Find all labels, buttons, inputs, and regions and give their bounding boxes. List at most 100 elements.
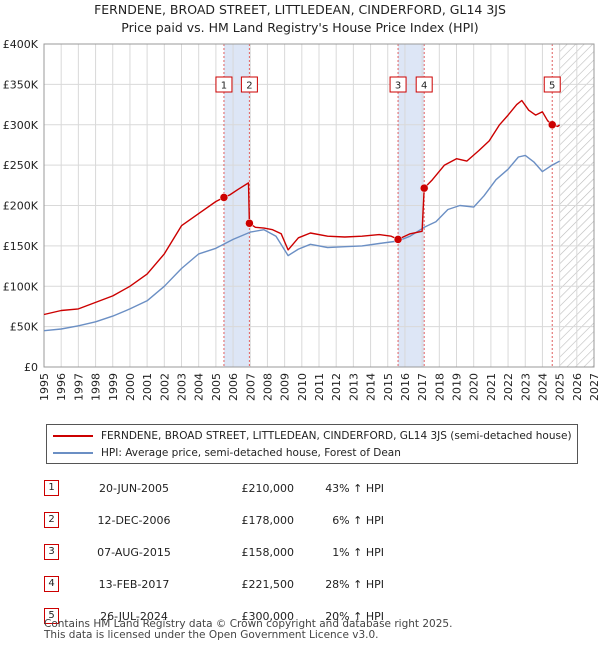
x-tick-label: 2019 [451,373,464,401]
y-tick-label: £100K [3,280,39,293]
sale-date: 12-DEC-2006 [97,513,171,527]
sale-date: 20-JUN-2005 [98,481,170,495]
sale-number-badge: 4 [44,576,59,592]
x-tick-label: 2006 [227,373,240,401]
sale-label-box [415,76,433,93]
x-tick-label: 2026 [571,373,584,401]
sale-label-box [240,76,258,93]
x-tick-label: 2009 [279,373,292,401]
sale-number-badge: 5 [44,608,59,624]
y-tick-label: £200K [3,200,39,213]
sale-date: 07-AUG-2015 [97,545,171,559]
x-tick-label: 2005 [210,373,223,401]
sale-label-text: 4 [421,81,427,92]
x-tick-label: 2018 [433,373,446,401]
sale-hpi-change: 6% ↑ HPI [332,513,384,527]
legend-item-hpi: HPI: Average price, semi-detached house,… [53,445,401,461]
sale-hpi-change: 20% ↑ HPI [325,609,384,623]
legend: FERNDENE, BROAD STREET, LITTLEDEAN, CIND… [46,424,578,464]
chart-title: FERNDENE, BROAD STREET, LITTLEDEAN, CIND… [94,2,506,17]
x-tick-label: 2024 [536,373,549,401]
sales-row: 1 20-JUN-2005 £210,000 43% ↑ HPI [44,472,384,504]
sale-price: £178,000 [241,513,295,527]
x-tick-label: 1997 [72,373,85,401]
x-tick-label: 2000 [124,373,137,401]
y-tick-label: £0 [24,361,38,374]
sale-label: 3 [389,76,407,93]
sale-point [219,193,229,202]
x-tick-label: 2008 [261,373,274,401]
x-tick-label: 1996 [55,373,68,401]
sale-point [419,183,429,193]
sale-label-text: 3 [395,81,401,92]
hpi-series-line [43,154,560,332]
sale-hpi-change: 43% ↑ HPI [325,481,384,495]
legend-price-label: FERNDENE, BROAD STREET, LITTLEDEAN, CIND… [101,430,572,442]
sales-row: 5 26-JUL-2024 £300,000 20% ↑ HPI [44,600,384,632]
sale-label-text: 1 [221,81,227,92]
x-tick-label: 2011 [313,373,326,401]
x-tick-label: 2010 [296,373,309,401]
sale-price: £158,000 [241,545,295,559]
x-tick-label: 2023 [519,373,532,401]
sale-number-badge: 3 [44,544,59,560]
x-tick-label: 2004 [193,373,206,401]
sale-number-badge: 1 [44,480,59,496]
footer-copyright: Contains HM Land Registry data © Crown c… [44,618,453,630]
x-tick-label: 2016 [399,373,412,401]
sale-hpi-change: 1% ↑ HPI [332,545,384,559]
sale-label: 5 [543,76,561,93]
x-tick-label: 2002 [158,373,171,401]
sale-label: 4 [415,76,433,93]
y-tick-label: £300K [3,119,39,132]
legend-item-price: FERNDENE, BROAD STREET, LITTLEDEAN, CIND… [53,428,572,444]
x-tick-label: 2013 [347,373,360,401]
x-tick-label: 2012 [330,373,343,401]
y-tick-label: £150K [3,240,39,253]
footer: Contains HM Land Registry data © Crown c… [44,619,452,641]
x-tick-label: 2027 [588,373,600,401]
y-tick-label: £50K [10,321,39,334]
x-tick-label: 1995 [38,373,51,401]
y-tick-label: £250K [3,159,39,172]
sales-row: 4 13-FEB-2017 £221,500 28% ↑ HPI [44,568,384,600]
sale-label: 2 [240,76,258,93]
y-tick-label: £400K [3,38,39,51]
sale-point [393,235,403,244]
sales-row: 2 12-DEC-2006 £178,000 6% ↑ HPI [44,504,384,536]
sale-date: 13-FEB-2017 [98,577,170,591]
sale-label: 1 [215,76,233,93]
x-tick-label: 1998 [90,373,103,401]
sales-row: 3 07-AUG-2015 £158,000 1% ↑ HPI [44,536,384,568]
chart-subtitle: Price paid vs. HM Land Registry's House … [121,20,479,35]
price-series-line [43,99,561,316]
legend-price-swatch [53,435,93,437]
x-tick-label: 2001 [141,373,154,401]
x-tick-label: 2003 [176,373,189,401]
legend-hpi-label: HPI: Average price, semi-detached house,… [101,447,401,459]
x-tick-label: 1999 [107,373,120,401]
sale-label-text: 5 [549,81,555,92]
x-tick-label: 2007 [244,373,257,401]
x-tick-label: 2021 [485,373,498,401]
sale-price: £210,000 [241,481,295,495]
sale-point [547,120,557,129]
sale-price: £300,000 [241,609,295,623]
sale-date: 26-JUL-2024 [100,609,168,623]
sale-label-text: 2 [246,81,252,92]
x-tick-label: 2014 [365,373,378,401]
plot-frame [43,43,595,368]
sale-point [245,219,254,228]
legend-hpi-swatch [53,452,93,454]
x-tick-label: 2020 [468,373,481,401]
y-tick-label: £350K [3,78,39,91]
sale-label-box [543,76,561,93]
x-tick-label: 2017 [416,373,429,401]
sale-hpi-change: 28% ↑ HPI [325,577,384,591]
price-chart: 1 2 3 4 5 £0 £50K £100K £150K £200K £250K £300K £350… [3,38,600,401]
sales-table: 1 20-JUN-2005 £210,000 43% ↑ HPI 2 12-DEC-200… [44,472,384,632]
footer-licence: This data is licensed under the Open Gov… [44,629,379,641]
sale-price: £221,500 [241,577,295,591]
sale-label-box [215,76,233,93]
x-tick-label: 2015 [382,373,395,401]
